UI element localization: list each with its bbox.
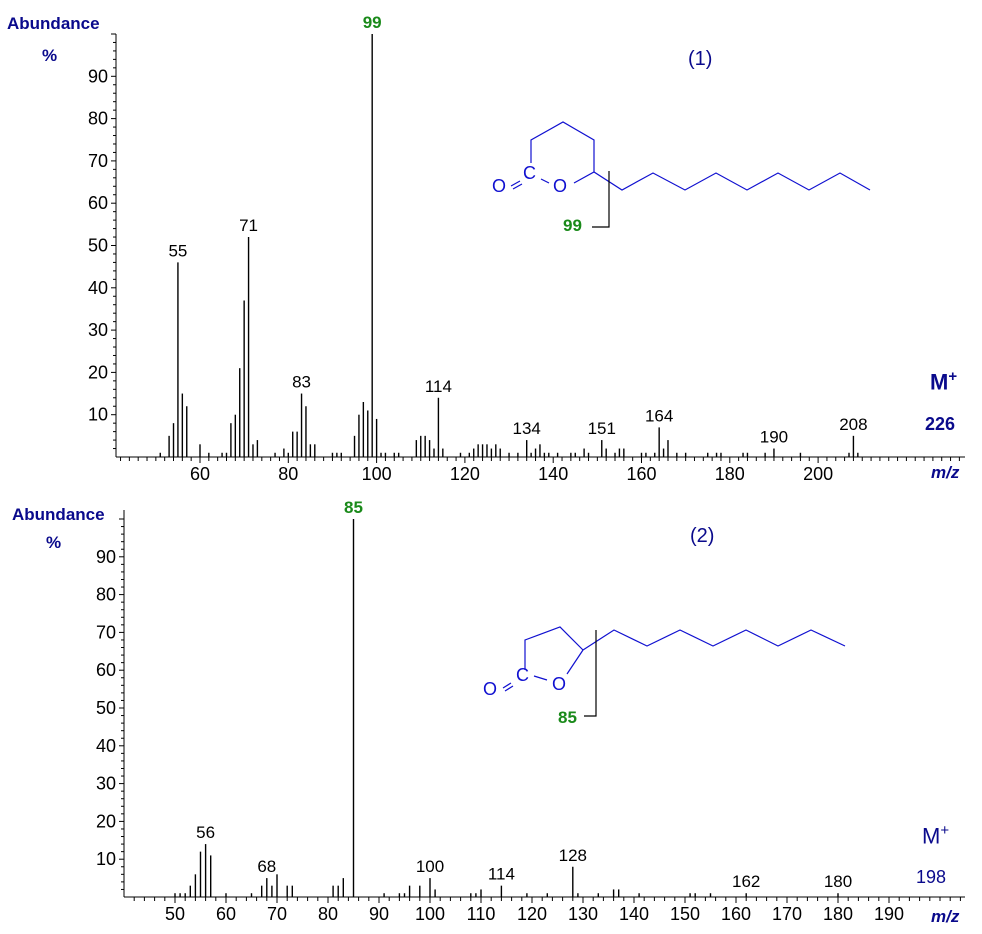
svg-text:40: 40 [96,736,116,756]
svg-text:151: 151 [588,419,616,438]
svg-text:128: 128 [559,846,587,865]
svg-text:90: 90 [96,547,116,567]
y-axis-label: Abundance [7,14,100,33]
svg-text:60: 60 [88,193,108,213]
atom-carbon: C [523,163,536,183]
svg-text:150: 150 [670,904,700,924]
svg-text:30: 30 [96,774,116,794]
svg-text:55: 55 [168,241,187,260]
svg-text:50: 50 [96,698,116,718]
svg-text:100: 100 [362,464,392,484]
svg-text:90: 90 [369,904,389,924]
fragment-label: 99 [563,216,582,235]
svg-text:80: 80 [88,109,108,129]
svg-text:208: 208 [839,415,867,434]
svg-text:40: 40 [88,278,108,298]
atom-carbonyl-oxygen: O [492,176,507,196]
svg-text:100: 100 [415,904,445,924]
molecular-ion-label: M+ [930,368,958,395]
svg-text:90: 90 [88,66,108,86]
spectrum-panel-2: 10 20 30 40 50 60 70 80 90 50 60 70 80 90 100 110 120 130… [0,490,982,934]
svg-text:164: 164 [645,406,673,425]
molecular-ion-label: M+ [922,822,950,849]
spectrum-panel-1: 10 20 30 40 50 60 70 80 90 60 80 100 120 140 160 180 200… [7,13,965,484]
svg-text:110: 110 [467,904,496,924]
svg-text:170: 170 [772,904,802,924]
svg-text:60: 60 [96,660,116,680]
svg-text:71: 71 [239,216,258,235]
atom-ring-oxygen: O [553,176,568,196]
svg-text:200: 200 [803,464,833,484]
molecular-ion-value: 198 [916,867,947,887]
svg-text:83: 83 [292,373,311,392]
svg-text:180: 180 [824,872,852,891]
svg-text:162: 162 [732,872,760,891]
svg-text:80: 80 [96,585,116,605]
svg-text:70: 70 [88,151,108,171]
x-axis-label: m/z [931,907,960,926]
svg-text:60: 60 [190,464,210,484]
svg-text:134: 134 [513,419,541,438]
svg-text:10: 10 [88,405,108,425]
svg-text:20: 20 [96,811,116,831]
svg-text:20: 20 [88,362,108,382]
svg-text:85: 85 [344,498,363,517]
atom-carbonyl-oxygen: O [483,679,498,699]
spectrum-plot-2: 10 20 30 40 50 60 70 80 90 50 60 70 80 90 100 110 120 130… [96,498,965,924]
molecular-ion-value: 226 [925,414,956,434]
atom-ring-oxygen: O [552,674,567,694]
svg-text:80: 80 [278,464,298,484]
y-axis-unit: % [42,46,58,65]
svg-text:160: 160 [721,904,751,924]
svg-text:140: 140 [538,464,568,484]
svg-text:99: 99 [363,13,382,32]
atom-carbon: C [516,665,529,685]
svg-text:140: 140 [619,904,649,924]
x-axis-label: m/z [931,463,960,482]
svg-text:30: 30 [88,320,108,340]
svg-text:60: 60 [216,904,236,924]
svg-text:114: 114 [425,377,452,396]
svg-text:190: 190 [760,428,788,447]
svg-text:180: 180 [823,904,853,924]
svg-text:130: 130 [568,904,598,924]
svg-text:56: 56 [196,823,215,842]
y-axis-label: Abundance [12,505,105,524]
svg-text:80: 80 [318,904,338,924]
svg-text:70: 70 [96,622,116,642]
svg-text:180: 180 [715,464,745,484]
svg-text:68: 68 [257,857,276,876]
svg-text:50: 50 [88,236,108,256]
svg-text:114: 114 [488,865,515,884]
chart-title: (2) [690,525,715,547]
chart-title: (1) [688,48,713,70]
svg-text:120: 120 [450,464,480,484]
y-axis-unit: % [46,533,62,552]
svg-text:190: 190 [874,904,904,924]
svg-text:120: 120 [517,904,547,924]
svg-text:50: 50 [165,904,185,924]
svg-text:10: 10 [96,849,116,869]
fragment-label: 85 [558,708,577,727]
svg-text:70: 70 [267,904,287,924]
spectrum-plot-1: 10 20 30 40 50 60 70 80 90 60 80 100 120 140 160 180 200… [88,13,965,484]
svg-text:160: 160 [626,464,656,484]
svg-text:100: 100 [416,857,444,876]
